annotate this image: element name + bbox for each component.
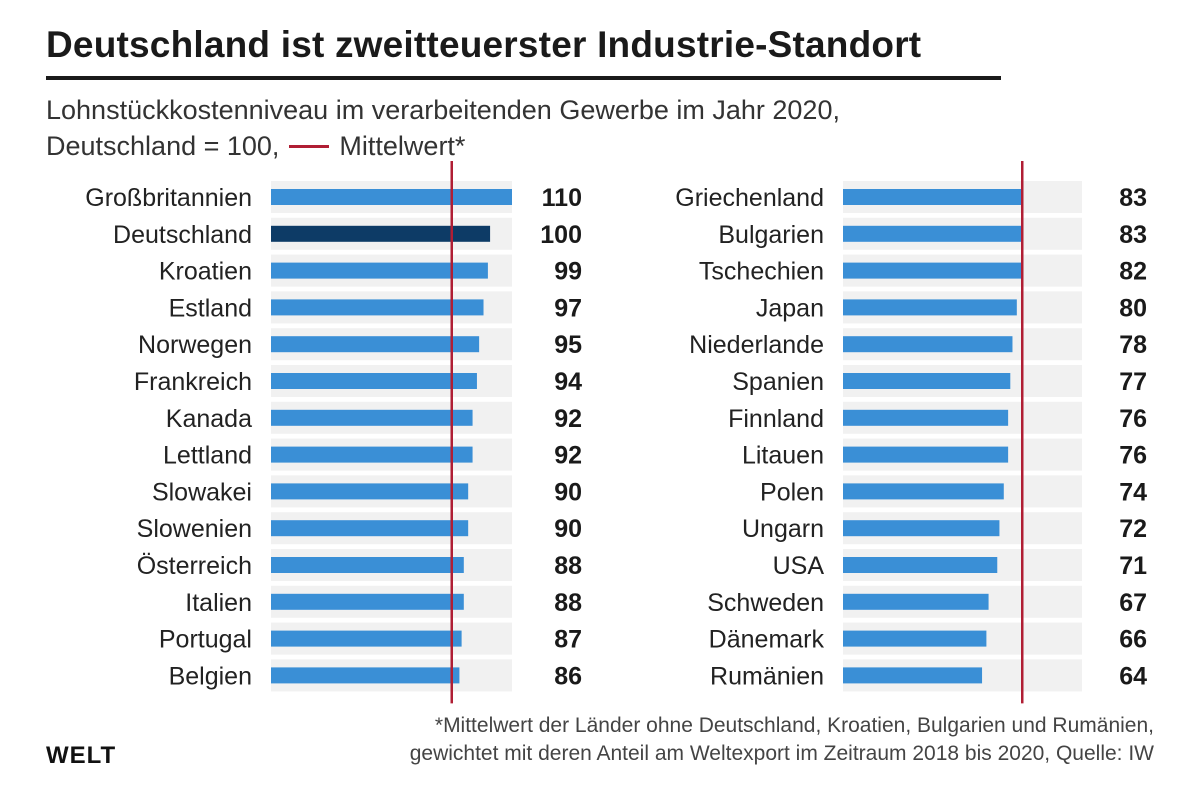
bar <box>271 667 460 684</box>
category-label: Großbritannien <box>85 184 252 212</box>
bar <box>843 520 1000 537</box>
footnote-line-2: gewichtet mit deren Anteil am Weltexport… <box>409 742 1154 765</box>
value-label: 74 <box>1119 478 1147 506</box>
bar <box>271 299 484 316</box>
subtitle-baseline-text: Deutschland = 100, <box>46 131 280 161</box>
subtitle-line-1: Lohnstückkostenniveau im verarbeitenden … <box>46 95 840 125</box>
bar <box>271 520 469 537</box>
bar <box>271 630 462 647</box>
value-label: 90 <box>554 515 582 543</box>
bar <box>271 373 477 389</box>
mean-line-legend-label: Mittelwert* <box>339 131 466 161</box>
value-label: 94 <box>554 368 582 396</box>
value-label: 97 <box>554 294 582 322</box>
chart-title: Deutschland ist zweitteuerster Industrie… <box>46 24 922 65</box>
value-label: 87 <box>554 626 582 654</box>
category-label: Litauen <box>742 442 824 470</box>
footnote-line-1: *Mittelwert der Länder ohne Deutschland,… <box>434 714 1154 737</box>
bar <box>271 262 488 279</box>
category-label: Kanada <box>166 405 252 433</box>
bar <box>843 373 1011 389</box>
value-label: 76 <box>1119 405 1147 433</box>
category-label: Belgien <box>169 662 252 690</box>
value-label: 88 <box>554 589 582 617</box>
bar <box>843 336 1013 353</box>
bar <box>843 667 983 684</box>
bar <box>271 593 464 610</box>
bar <box>271 483 469 500</box>
category-label: Griechenland <box>675 184 824 212</box>
value-label: 64 <box>1119 662 1147 690</box>
category-label: Bulgarien <box>718 221 824 249</box>
category-label: Portugal <box>159 626 252 654</box>
value-label: 72 <box>1119 515 1147 543</box>
bar <box>843 593 989 610</box>
value-label: 67 <box>1119 589 1147 617</box>
category-label: Schweden <box>707 589 824 617</box>
category-label: Tschechien <box>699 258 824 286</box>
bar-highlight <box>271 225 491 242</box>
category-label: Finnland <box>728 405 824 433</box>
category-label: Ungarn <box>742 515 824 543</box>
category-label: Österreich <box>137 552 252 580</box>
bar <box>271 189 512 205</box>
category-label: Japan <box>756 294 824 322</box>
category-label: Dänemark <box>709 626 825 654</box>
category-label: Polen <box>760 478 824 506</box>
value-label: 83 <box>1119 184 1147 212</box>
mean-line-legend-swatch <box>289 144 330 148</box>
value-label: 66 <box>1119 626 1147 654</box>
value-label: 86 <box>554 662 582 690</box>
category-label: Rumänien <box>710 662 824 690</box>
value-label: 82 <box>1119 258 1147 286</box>
footnote: *Mittelwert der Länder ohne Deutschland,… <box>410 712 1154 768</box>
value-label: 77 <box>1119 368 1147 396</box>
value-label: 88 <box>554 552 582 580</box>
value-label: 78 <box>1119 331 1147 359</box>
value-label: 95 <box>554 331 582 359</box>
value-label: 92 <box>554 442 582 470</box>
value-label: 76 <box>1119 442 1147 470</box>
category-label: Kroatien <box>159 258 252 286</box>
category-label: Italien <box>185 589 252 617</box>
title-divider <box>46 76 1001 80</box>
value-label: 100 <box>540 221 582 249</box>
bar <box>843 225 1024 242</box>
value-label: 110 <box>542 184 582 212</box>
category-label: Spanien <box>732 368 824 396</box>
bar <box>271 409 473 426</box>
bar <box>271 446 473 463</box>
bar <box>843 446 1009 463</box>
value-label: 90 <box>554 478 582 506</box>
category-label: Niederlande <box>689 331 824 359</box>
category-label: Lettland <box>163 442 252 470</box>
value-label: 80 <box>1119 294 1147 322</box>
category-label: Deutschland <box>113 221 252 249</box>
bar <box>271 557 464 573</box>
bar <box>271 336 480 353</box>
value-label: 99 <box>554 258 582 286</box>
subtitle-line-2: Deutschland = 100, Mittelwert* <box>46 128 840 164</box>
bar <box>843 630 987 647</box>
value-label: 92 <box>554 405 582 433</box>
welt-logo: WELT <box>46 742 117 769</box>
bar <box>843 299 1017 316</box>
chart-subtitle: Lohnstückkostenniveau im verarbeitenden … <box>46 92 840 164</box>
bar <box>843 189 1024 205</box>
bar <box>843 557 998 573</box>
value-label: 83 <box>1119 221 1147 249</box>
value-label: 71 <box>1119 552 1147 580</box>
category-label: USA <box>773 552 825 580</box>
bar <box>843 262 1022 279</box>
category-label: Slowenien <box>137 515 252 543</box>
category-label: Estland <box>169 294 252 322</box>
bar <box>843 409 1009 426</box>
category-label: Norwegen <box>138 331 252 359</box>
category-label: Frankreich <box>134 368 252 396</box>
category-label: Slowakei <box>152 478 252 506</box>
bar <box>843 483 1004 500</box>
